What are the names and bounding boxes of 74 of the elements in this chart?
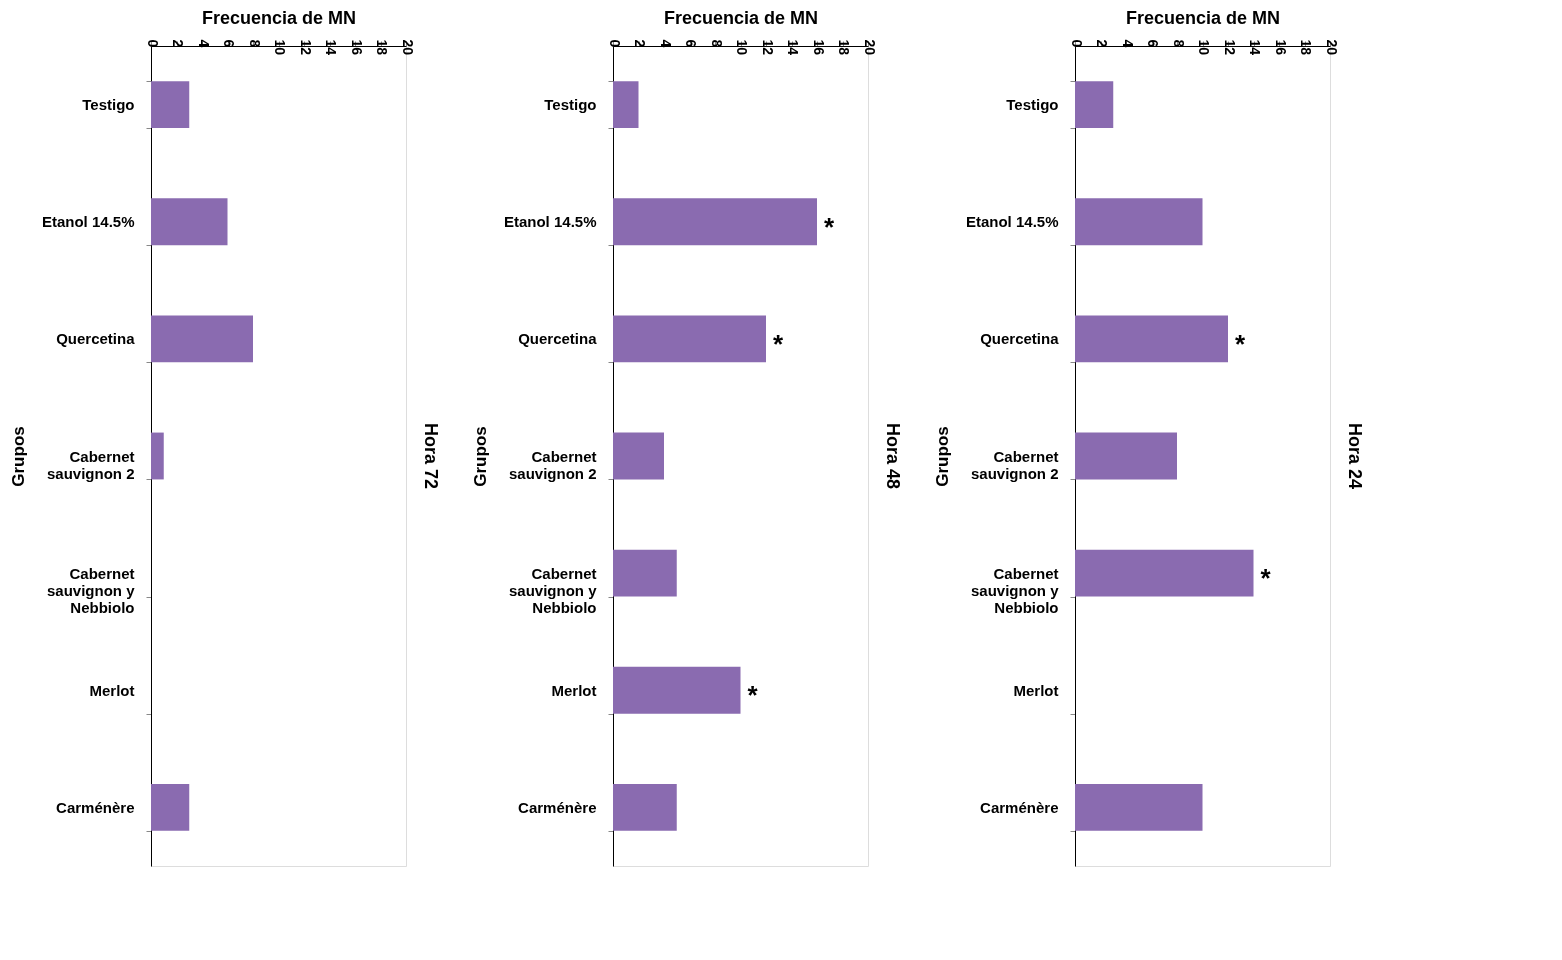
y-tick-label: Quercetina (980, 330, 1060, 348)
annotation: * (1234, 328, 1246, 359)
y-tick-label: Cabernet sauvignon y Nebbiolo (46, 564, 136, 616)
y-tick-label: Testigo (82, 96, 135, 114)
bar (613, 549, 677, 597)
x-tick-label: 10 (272, 39, 288, 56)
text: Hora 48 (883, 422, 903, 490)
bar (613, 315, 766, 363)
y-tick-label: Quercetina (56, 330, 136, 348)
y-tick-label: Cabernet sauvignon 2 (508, 447, 597, 482)
y-tick-label: Carménère (56, 798, 135, 816)
y-tick-label: Testigo (1006, 96, 1059, 114)
y-tick-label: Cabernet sauvignon 2 (970, 447, 1059, 482)
bar (151, 784, 190, 831)
x-tick-label: 20 (1323, 39, 1340, 56)
y-axis-title: Grupos (932, 426, 952, 487)
x-axis-title: Frecuencia de MN (201, 7, 357, 28)
y-tick-label: Testigo (544, 96, 597, 114)
x-tick-label: 14 (1247, 39, 1263, 56)
y-tick-label: Carménère (518, 798, 597, 816)
annotation: * (1260, 563, 1272, 594)
x-tick-label: 10 (1196, 39, 1212, 56)
x-tick-label: 16 (810, 39, 827, 56)
y-tick-label: Carménère (980, 798, 1059, 816)
bar (1075, 198, 1203, 246)
y-tick-label: Etanol 14.5% (41, 213, 135, 231)
annotation: * (772, 328, 784, 359)
x-tick-label: 12 (1221, 39, 1238, 56)
y-tick-label: Merlot (551, 681, 597, 699)
x-axis-title: Frecuencia de MN (1125, 7, 1281, 28)
x-tick-label: 14 (323, 39, 339, 56)
y-tick-label: Cabernet sauvignon y Nebbiolo (508, 564, 598, 616)
x-tick-label: 16 (348, 39, 365, 56)
bar (1075, 784, 1203, 831)
x-tick-label: 12 (759, 39, 776, 56)
y-axis-title: Grupos (470, 426, 490, 487)
x-axis-title: Frecuencia de MN (663, 7, 819, 28)
x-tick-label: 10 (734, 39, 750, 56)
annotation: * (823, 211, 835, 242)
bar (613, 432, 664, 480)
annotation: * (747, 680, 759, 711)
x-tick-label: 18 (374, 39, 390, 56)
bar (151, 198, 228, 246)
y-tick-label: Quercetina (518, 330, 598, 348)
bar (1075, 432, 1177, 480)
bar (613, 666, 741, 714)
x-tick-label: 20 (399, 39, 416, 56)
y-tick-label: Etanol 14.5% (965, 213, 1059, 231)
bar (613, 81, 639, 128)
bar (613, 198, 817, 246)
text: Hora 72 (421, 422, 441, 490)
bar (613, 784, 677, 831)
x-tick-label: 2 (170, 39, 186, 48)
bar (1075, 549, 1254, 597)
y-tick-label: Cabernet sauvignon y Nebbiolo (970, 564, 1060, 616)
text: Hora 24 (1345, 422, 1365, 490)
bar (1075, 315, 1228, 363)
x-tick-label: 14 (785, 39, 801, 56)
bar (151, 81, 190, 128)
x-tick-label: 20 (861, 39, 878, 56)
y-tick-label: Merlot (1013, 681, 1059, 699)
bar (151, 315, 253, 363)
x-tick-label: 16 (1272, 39, 1289, 56)
x-tick-label: 12 (297, 39, 314, 56)
y-tick-label: Merlot (89, 681, 135, 699)
x-tick-label: 18 (1298, 39, 1314, 56)
x-tick-label: 2 (632, 39, 648, 48)
bar (151, 432, 164, 480)
x-tick-label: 2 (1094, 39, 1110, 48)
y-tick-label: Cabernet sauvignon 2 (46, 447, 135, 482)
y-axis-title: Grupos (8, 426, 28, 487)
y-tick-label: Etanol 14.5% (503, 213, 597, 231)
x-tick-label: 18 (836, 39, 852, 56)
bar (1075, 81, 1114, 128)
